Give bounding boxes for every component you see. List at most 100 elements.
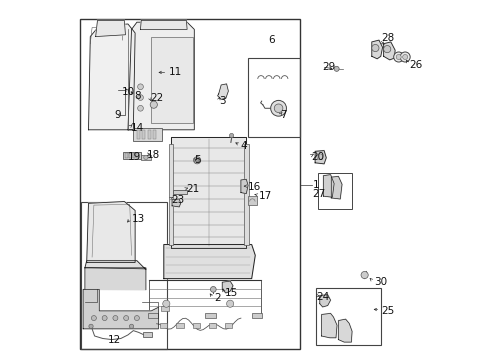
Circle shape: [163, 300, 169, 307]
Bar: [81, 202, 167, 348]
Circle shape: [150, 101, 157, 108]
Text: 29: 29: [322, 62, 335, 72]
Circle shape: [137, 105, 143, 111]
Bar: [143, 332, 152, 337]
Polygon shape: [383, 42, 394, 60]
Text: 28: 28: [380, 33, 393, 43]
Circle shape: [137, 84, 143, 90]
Bar: [173, 190, 187, 194]
Bar: [204, 314, 215, 318]
Bar: [147, 314, 158, 318]
Circle shape: [395, 54, 400, 59]
Text: 11: 11: [169, 67, 182, 77]
Bar: [317, 173, 351, 209]
Polygon shape: [323, 175, 333, 197]
Text: 10: 10: [122, 87, 135, 97]
Text: 15: 15: [224, 288, 238, 298]
Bar: [142, 130, 145, 139]
Polygon shape: [217, 84, 228, 99]
Polygon shape: [86, 202, 135, 262]
Polygon shape: [96, 21, 125, 37]
Polygon shape: [163, 244, 255, 279]
Text: 9: 9: [115, 111, 121, 121]
Text: 7: 7: [280, 111, 286, 121]
Circle shape: [195, 158, 199, 162]
Text: 16: 16: [247, 182, 261, 192]
Bar: [80, 19, 300, 348]
Circle shape: [137, 95, 143, 100]
Circle shape: [371, 44, 378, 51]
Bar: [208, 323, 215, 328]
Circle shape: [129, 324, 133, 328]
Bar: [160, 323, 167, 328]
Circle shape: [402, 54, 407, 59]
Text: 22: 22: [150, 93, 163, 103]
Circle shape: [333, 66, 339, 71]
Text: 5: 5: [194, 155, 201, 165]
Circle shape: [193, 157, 201, 164]
Polygon shape: [371, 40, 382, 59]
Text: 23: 23: [171, 195, 184, 205]
Circle shape: [226, 300, 233, 307]
Bar: [176, 323, 183, 328]
Bar: [129, 153, 131, 158]
Text: 8: 8: [134, 91, 141, 101]
Bar: [151, 37, 192, 123]
Circle shape: [91, 316, 96, 320]
Bar: [125, 153, 128, 158]
Polygon shape: [171, 137, 246, 248]
Bar: [192, 323, 199, 328]
Text: 4: 4: [241, 141, 247, 151]
Text: 2: 2: [214, 293, 220, 303]
Text: 6: 6: [267, 35, 274, 45]
Circle shape: [210, 287, 216, 292]
Text: 17: 17: [258, 191, 271, 201]
Text: 12: 12: [107, 334, 121, 345]
Bar: [244, 144, 248, 244]
Polygon shape: [85, 261, 145, 270]
Bar: [247, 58, 300, 137]
Circle shape: [102, 316, 107, 320]
Circle shape: [143, 155, 148, 159]
Bar: [132, 153, 135, 158]
Polygon shape: [241, 179, 247, 194]
Circle shape: [274, 104, 282, 113]
Bar: [168, 144, 172, 244]
Polygon shape: [321, 314, 336, 338]
Circle shape: [123, 316, 128, 320]
Text: 26: 26: [408, 60, 422, 70]
Polygon shape: [338, 319, 351, 342]
Text: 18: 18: [147, 150, 160, 160]
Text: 25: 25: [381, 306, 394, 316]
Bar: [137, 130, 140, 139]
Polygon shape: [222, 281, 233, 293]
Circle shape: [393, 52, 403, 62]
Circle shape: [399, 52, 409, 62]
Bar: [224, 323, 231, 328]
Circle shape: [383, 45, 390, 53]
Bar: [141, 155, 151, 160]
Text: 1: 1: [312, 180, 319, 190]
Bar: [123, 152, 140, 159]
Bar: [251, 314, 262, 318]
Text: 20: 20: [310, 152, 324, 162]
Text: 3: 3: [219, 96, 225, 106]
Bar: [132, 128, 162, 140]
Text: 27: 27: [311, 189, 325, 199]
Polygon shape: [85, 267, 145, 290]
Text: 24: 24: [316, 292, 329, 302]
Circle shape: [113, 316, 118, 320]
Bar: [247, 196, 257, 205]
Circle shape: [134, 316, 139, 320]
Bar: [147, 130, 150, 139]
Text: 19: 19: [128, 152, 141, 162]
Circle shape: [270, 100, 286, 116]
Polygon shape: [88, 24, 135, 130]
Circle shape: [316, 154, 322, 159]
Polygon shape: [83, 289, 158, 329]
Circle shape: [89, 324, 93, 328]
Circle shape: [360, 271, 367, 279]
Text: 30: 30: [373, 277, 386, 287]
Bar: [161, 306, 169, 311]
Bar: [136, 153, 139, 158]
